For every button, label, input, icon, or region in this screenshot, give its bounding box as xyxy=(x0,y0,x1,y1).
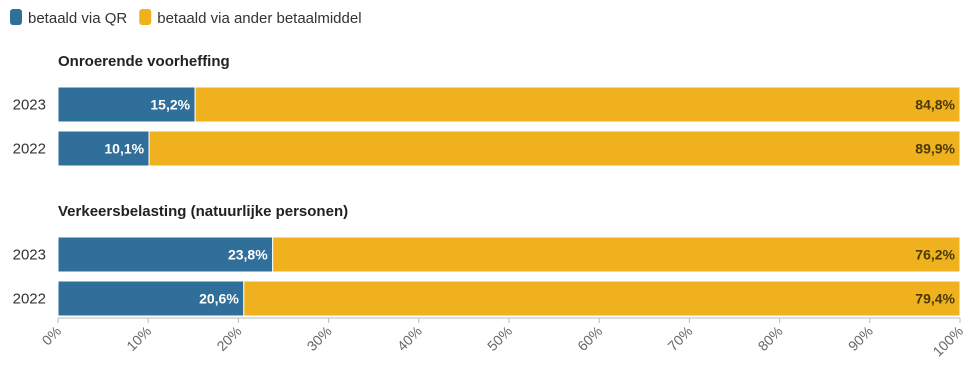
x-tick-label: 60% xyxy=(574,323,605,354)
data-label: 15,2% xyxy=(150,97,190,113)
group-title: Verkeersbelasting (natuurlijke personen) xyxy=(58,203,348,220)
x-tick-label: 90% xyxy=(845,323,876,354)
legend-swatch xyxy=(10,9,22,25)
data-label: 84,8% xyxy=(915,97,955,113)
bar-segment xyxy=(272,236,961,273)
group-title: Onroerende voorheffing xyxy=(58,53,230,70)
row-label: 2023 xyxy=(13,97,46,114)
legend-label: betaald via ander betaalmiddel xyxy=(157,10,361,27)
data-label: 23,8% xyxy=(228,247,268,263)
bar-segment xyxy=(148,130,961,167)
legend-label: betaald via QR xyxy=(28,10,127,27)
data-label: 20,6% xyxy=(199,291,239,307)
legend-swatch xyxy=(139,9,152,25)
data-label: 89,9% xyxy=(915,141,955,157)
bar-segment xyxy=(57,86,196,123)
x-tick-label: 10% xyxy=(123,323,154,354)
x-tick-label: 30% xyxy=(304,323,335,354)
x-tick-label: 50% xyxy=(484,323,515,354)
row-label: 2022 xyxy=(13,291,46,308)
x-tick-label: 70% xyxy=(664,323,695,354)
x-tick-label: 40% xyxy=(394,323,425,354)
row-label: 2023 xyxy=(13,247,46,264)
data-label: 76,2% xyxy=(915,247,955,263)
bar-segment xyxy=(57,236,274,273)
x-tick-label: 80% xyxy=(755,323,786,354)
bar-segment xyxy=(57,130,150,167)
row-label: 2022 xyxy=(13,141,46,158)
data-label: 79,4% xyxy=(915,291,955,307)
bar-segment xyxy=(194,86,961,123)
x-tick-label: 100% xyxy=(929,323,966,360)
bar-segment xyxy=(243,280,961,317)
x-tick-label: 20% xyxy=(213,323,244,354)
data-label: 10,1% xyxy=(104,141,144,157)
x-tick-label: 0% xyxy=(38,323,64,349)
